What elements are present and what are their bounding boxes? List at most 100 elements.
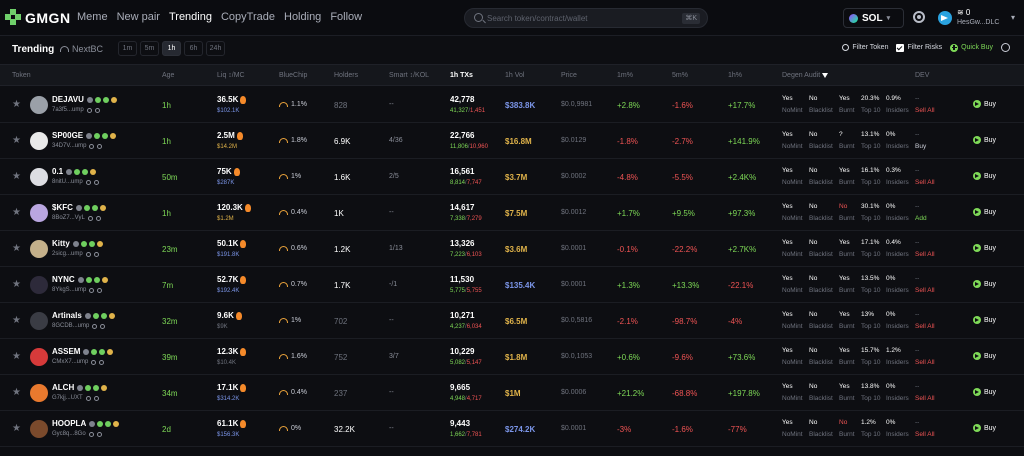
- tab-trending[interactable]: Trending: [12, 44, 55, 55]
- twitter-icon[interactable]: [85, 179, 91, 185]
- table-row[interactable]: ★ 0.1 8nitU...ump 50m 75K $287K 1% 1.6K 2/5 16,56…: [0, 159, 1024, 195]
- table-row[interactable]: ★ ASSEM CMxX7...ump 39m 12.3K $10.4K 1.6% 752 3/…: [0, 339, 1024, 375]
- timeframe-24h[interactable]: 24h: [206, 41, 225, 56]
- website-icon[interactable]: [99, 359, 105, 365]
- col-age[interactable]: Age: [162, 72, 175, 79]
- table-row[interactable]: ★ DEJAVU 7a3f5...ump 1h 36.5K $102.1K 1.1% 828 -…: [0, 87, 1024, 123]
- col-price[interactable]: Price: [561, 72, 577, 79]
- buy-button[interactable]: Buy: [973, 352, 996, 360]
- twitter-icon[interactable]: [88, 431, 94, 437]
- token-name[interactable]: DEJAVU: [52, 95, 117, 104]
- website-icon[interactable]: [100, 323, 106, 329]
- chain-selector[interactable]: SOL ▾: [843, 8, 904, 28]
- token-address[interactable]: 8BoZ7...VyL: [52, 215, 101, 221]
- favorite-star-icon[interactable]: ★: [12, 387, 21, 398]
- token-address[interactable]: 34D7V...ump: [52, 143, 103, 149]
- search-input[interactable]: [487, 12, 677, 25]
- token-address[interactable]: Gyc8q...8Go: [52, 431, 102, 437]
- favorite-star-icon[interactable]: ★: [12, 351, 21, 362]
- website-icon[interactable]: [96, 431, 102, 437]
- favorite-star-icon[interactable]: ★: [12, 315, 21, 326]
- table-row[interactable]: ★ $KFC 8BoZ7...VyL 1h 120.3K $1.2M 0.4% 1K -- 14,…: [0, 195, 1024, 231]
- settings-gear-icon[interactable]: [913, 11, 925, 23]
- token-address[interactable]: 8nitU...ump: [52, 179, 99, 185]
- twitter-icon[interactable]: [86, 107, 92, 113]
- table-row[interactable]: ★ Artinals 8GCDB...ump 32m 9.6K $9K 1% 702 -- 10,…: [0, 303, 1024, 339]
- timeframe-1m[interactable]: 1m: [118, 41, 137, 56]
- buy-button[interactable]: Buy: [973, 316, 996, 324]
- table-row[interactable]: ★ HOOPLA Gyc8q...8Go 2d 61.1K $156.3K 0% 32.2K -…: [0, 411, 1024, 447]
- table-row[interactable]: ★ SP00GE 34D7V...ump 1h 2.5M $14.2M 1.8% 6.9K 4/…: [0, 123, 1024, 159]
- col-5m-pct[interactable]: 5m%: [672, 72, 688, 79]
- timeframe-5m[interactable]: 5m: [140, 41, 159, 56]
- twitter-icon[interactable]: [85, 251, 91, 257]
- twitter-icon[interactable]: [91, 359, 97, 365]
- twitter-icon[interactable]: [89, 287, 95, 293]
- buy-button[interactable]: Buy: [973, 208, 996, 216]
- nav-copytrade[interactable]: CopyTrade: [220, 11, 275, 23]
- nav-trending[interactable]: Trending: [168, 11, 212, 23]
- token-name[interactable]: $KFC: [52, 203, 106, 212]
- favorite-star-icon[interactable]: ★: [12, 207, 21, 218]
- quick-buy-button[interactable]: Quick Buy: [950, 43, 993, 52]
- twitter-icon[interactable]: [89, 143, 95, 149]
- tab-nextbc[interactable]: NextBC: [60, 44, 103, 54]
- token-address[interactable]: G7kjj...UXT: [52, 395, 99, 401]
- col-smart-kol[interactable]: Smart ↕/KOL: [389, 72, 430, 79]
- token-address[interactable]: 8YkgS...ump: [52, 287, 103, 293]
- nav-holding[interactable]: Holding: [284, 11, 322, 23]
- table-row[interactable]: ★ ALCH G7kjj...UXT 34m 17.1K $314.2K 0.4% 237 --…: [0, 375, 1024, 411]
- website-icon[interactable]: [95, 215, 101, 221]
- website-icon[interactable]: [93, 179, 99, 185]
- buy-button[interactable]: Buy: [973, 424, 996, 432]
- timeframe-1h[interactable]: 1h: [162, 41, 181, 56]
- search-box[interactable]: ⌘K: [464, 8, 708, 28]
- token-name[interactable]: HOOPLA: [52, 419, 120, 428]
- token-name[interactable]: ALCH: [52, 383, 108, 392]
- favorite-star-icon[interactable]: ★: [12, 423, 21, 434]
- token-name[interactable]: SP00GE: [52, 131, 117, 140]
- website-icon[interactable]: [97, 143, 103, 149]
- col-degen-audit[interactable]: Degen Audit: [782, 72, 829, 79]
- filter-token-button[interactable]: Filter Token: [842, 44, 888, 51]
- favorite-star-icon[interactable]: ★: [12, 171, 21, 182]
- token-name[interactable]: NYNC: [52, 275, 108, 284]
- token-name[interactable]: ASSEM: [52, 347, 114, 356]
- gmgn-logo[interactable]: GMGN: [5, 9, 71, 26]
- col-1h-pct[interactable]: 1h%: [728, 72, 743, 79]
- favorite-star-icon[interactable]: ★: [12, 279, 21, 290]
- col-1m-pct[interactable]: 1m%: [617, 72, 633, 79]
- account-menu[interactable]: ≋ 0 HesGw...DLC ▾: [938, 7, 1022, 29]
- token-address[interactable]: 8GCDB...ump: [52, 323, 106, 329]
- buy-button[interactable]: Buy: [973, 100, 996, 108]
- twitter-icon[interactable]: [92, 323, 98, 329]
- table-row[interactable]: ★ NYNC 8YkgS...ump 7m 52.7K $192.4K 0.7% 1.7K -/…: [0, 267, 1024, 303]
- filter-risks-toggle[interactable]: Filter Risks: [896, 43, 942, 52]
- buy-button[interactable]: Buy: [973, 280, 996, 288]
- website-icon[interactable]: [97, 287, 103, 293]
- buy-button[interactable]: Buy: [973, 244, 996, 252]
- col-bluechip[interactable]: BlueChip: [279, 72, 308, 79]
- favorite-star-icon[interactable]: ★: [12, 99, 21, 110]
- favorite-star-icon[interactable]: ★: [12, 243, 21, 254]
- token-name[interactable]: Artinals: [52, 311, 115, 320]
- col-1h-txs[interactable]: 1h TXs: [450, 72, 473, 79]
- col-1h-vol[interactable]: 1h Vol: [505, 72, 525, 79]
- buy-button[interactable]: Buy: [973, 136, 996, 144]
- table-settings-icon[interactable]: [1001, 43, 1010, 52]
- website-icon[interactable]: [93, 251, 99, 257]
- token-address[interactable]: 2sicg...ump: [52, 251, 99, 257]
- website-icon[interactable]: [94, 107, 100, 113]
- nav-new-pair[interactable]: New pair: [116, 11, 160, 23]
- table-row[interactable]: ★ Kitty 2sicg...ump 23m 50.1K $191.8K 0.6% 1.2K…: [0, 231, 1024, 267]
- twitter-icon[interactable]: [85, 395, 91, 401]
- col-liq-mc[interactable]: Liq ↕/MC: [217, 72, 245, 79]
- token-name[interactable]: Kitty: [52, 239, 103, 248]
- nav-follow[interactable]: Follow: [330, 11, 363, 23]
- twitter-icon[interactable]: [87, 215, 93, 221]
- timeframe-6h[interactable]: 6h: [184, 41, 203, 56]
- website-icon[interactable]: [93, 395, 99, 401]
- favorite-star-icon[interactable]: ★: [12, 135, 21, 146]
- buy-button[interactable]: Buy: [973, 172, 996, 180]
- buy-button[interactable]: Buy: [973, 388, 996, 396]
